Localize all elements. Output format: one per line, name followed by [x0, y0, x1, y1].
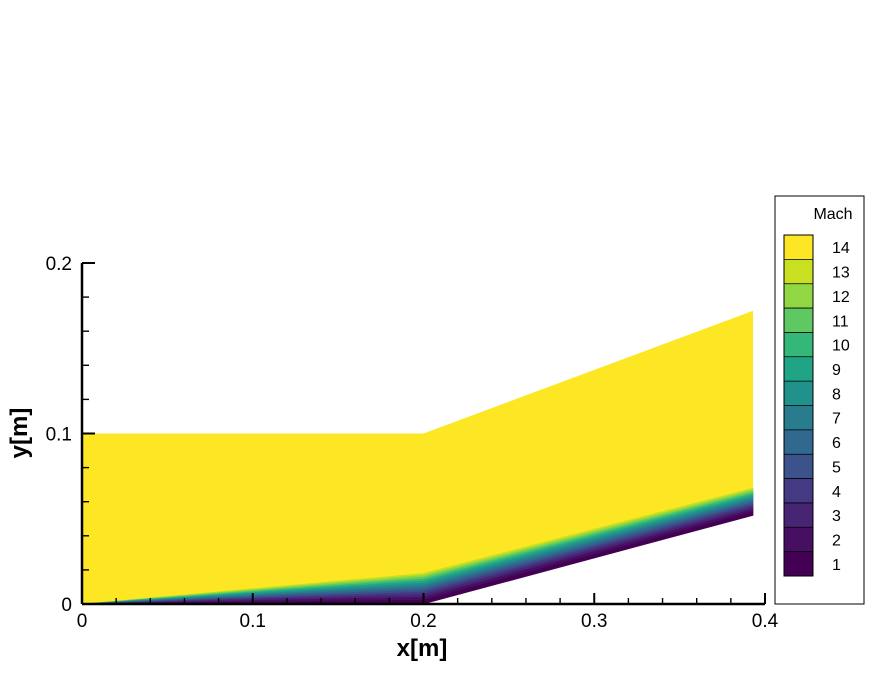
colorbar-label: 13 [832, 265, 850, 282]
y-tick-label: 0.2 [46, 254, 72, 275]
colorbar-swatch-9 [784, 356, 813, 382]
x-tick-label: 0.1 [240, 611, 266, 632]
colorbar-swatch-4 [784, 478, 813, 504]
colorbar-swatch-12 [784, 283, 813, 309]
colorbar-label: 6 [832, 435, 841, 452]
colorbar-swatch-13 [784, 259, 813, 285]
legend-title: Mach [813, 206, 852, 223]
colorbar-swatch-7 [784, 405, 813, 431]
x-tick-label: 0.3 [581, 611, 607, 632]
colorbar-label: 8 [832, 386, 841, 403]
colorbar-label: 9 [832, 362, 841, 379]
colorbar-swatches: 14 13 12 11 10 9 8 7 6 5 4 3 2 1 [783, 234, 850, 577]
y-tick-label: 0 [61, 595, 72, 616]
colorbar-swatch-2 [784, 527, 813, 553]
colorbar-label: 2 [832, 532, 841, 549]
colorbar-legend: Mach 14 13 12 11 10 9 8 7 6 5 4 3 2 1 [774, 195, 865, 605]
colorbar-swatch-5 [784, 454, 813, 480]
colorbar-label: 1 [832, 557, 841, 574]
colorbar-swatch-6 [784, 429, 813, 455]
colorbar-swatch-11 [784, 308, 813, 333]
colorbar-label: 11 [832, 313, 849, 330]
x-tick-label: 0 [77, 611, 88, 632]
x-tick-label: 0.2 [410, 611, 436, 632]
colorbar-label: 3 [832, 508, 841, 525]
x-axis-title: x[m] [397, 635, 448, 662]
colorbar-label: 4 [832, 484, 841, 501]
axes: 0 0.1 0.2 0.3 0.4 0 0.1 0.2 [46, 254, 779, 632]
colorbar-label: 14 [832, 240, 850, 257]
colorbar-label: 7 [832, 411, 841, 428]
colorbar-label: 12 [832, 289, 850, 306]
colorbar-label: 10 [832, 338, 850, 355]
colorbar-swatch-3 [784, 502, 813, 528]
x-tick-label: 0.4 [752, 611, 779, 632]
y-tick-label: 0.1 [46, 425, 72, 446]
colorbar-swatch-10 [784, 332, 813, 358]
colorbar-swatch-14 [784, 235, 813, 260]
colorbar-label: 5 [832, 459, 841, 476]
y-axis-title: y[m] [6, 408, 33, 459]
colorbar-swatch-1 [784, 551, 813, 577]
colorbar-swatch-8 [784, 381, 813, 406]
colorbar-outline [783, 234, 814, 577]
freestream-region [82, 310, 754, 604]
plot-area [81, 310, 754, 605]
